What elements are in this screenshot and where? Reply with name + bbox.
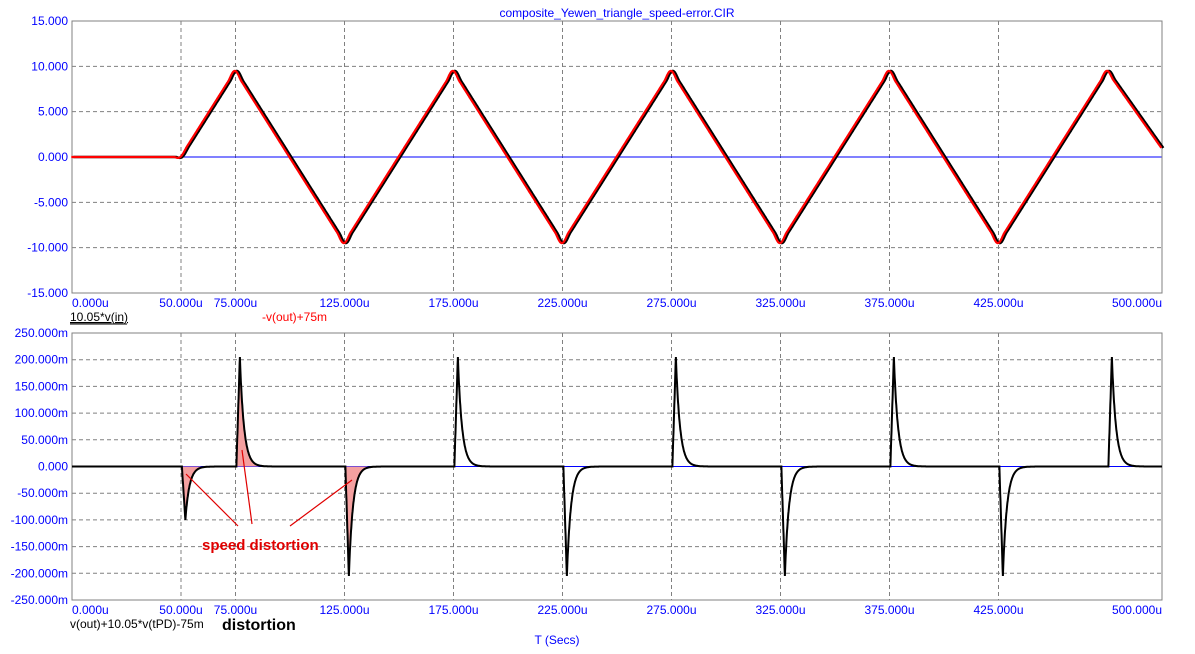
top-panel: 15.000 10.000 5.000 0.000 -5.000 -10.000 -15.0… [27, 14, 1165, 310]
top-x-tick-label: 275.000u [646, 296, 696, 310]
bottom-x-tick-label: 325.000u [755, 603, 805, 617]
bottom-y-tick-label: 150.000m [15, 379, 68, 393]
bottom-panel: 250.000m 200.000m 150.000m 100.000m 50.000m 0… [11, 326, 1163, 617]
top-y-tick-label: 15.000 [31, 14, 68, 28]
speed-distortion-label: speed distortion [202, 537, 319, 554]
legend-vin: 10.05*v(in) [70, 310, 128, 324]
bottom-y-tick-label: 50.000m [21, 433, 68, 447]
legend-vout: -v(out)+75m [262, 310, 327, 324]
top-y-tick-label: 10.000 [31, 59, 68, 73]
x-axis-label: T (Secs) [534, 633, 579, 647]
top-x-tick-label: 500.000u [1112, 296, 1162, 310]
bottom-y-tick-label: 100.000m [15, 406, 68, 420]
top-x-tick-label: 125.000u [319, 296, 369, 310]
legend-error: v(out)+10.05*v(tPD)-75m [70, 617, 204, 631]
bottom-y-tick-label: -250.000m [11, 593, 68, 607]
speed-distortion-annotation: speed distortion [185, 449, 353, 554]
top-x-tick-label: 50.000u [159, 296, 202, 310]
plot-title: composite_Yewen_triangle_speed-error.CIR [499, 6, 734, 20]
annotation-arrow-2 [241, 449, 253, 525]
top-y-tick-label: -10.000 [27, 241, 68, 255]
bottom-x-tick-label: 275.000u [646, 603, 696, 617]
bottom-x-tick-label: 125.000u [319, 603, 369, 617]
distortion-label: distortion [222, 617, 296, 634]
bottom-y-tick-label: -200.000m [11, 566, 68, 580]
bottom-y-tick-label: 0.000 [38, 460, 68, 474]
top-x-tick-label: 75.000u [214, 296, 257, 310]
top-x-tick-label: 325.000u [755, 296, 805, 310]
bottom-y-tick-label: -100.000m [11, 513, 68, 527]
annotation-arrow-3 [289, 479, 353, 527]
top-x-tick-label: 375.000u [864, 296, 914, 310]
bottom-x-tick-label: 375.000u [864, 603, 914, 617]
vin-trace [73, 69, 1165, 245]
bottom-x-tick-label: 175.000u [428, 603, 478, 617]
top-x-tick-label: 0.000u [72, 296, 109, 310]
top-x-tick-label: 425.000u [973, 296, 1023, 310]
bottom-x-tick-label: 50.000u [159, 603, 202, 617]
bottom-y-tick-label: -150.000m [11, 540, 68, 554]
bottom-y-tick-label: 200.000m [15, 353, 68, 367]
top-y-tick-label: 5.000 [38, 105, 68, 119]
bottom-x-tick-label: 425.000u [973, 603, 1023, 617]
top-x-tick-label: 175.000u [428, 296, 478, 310]
bottom-x-tick-label: 75.000u [214, 603, 257, 617]
bottom-x-tick-label: 500.000u [1112, 603, 1162, 617]
top-y-tick-label: -5.000 [34, 195, 68, 209]
bottom-y-tick-label: 250.000m [15, 326, 68, 340]
top-y-tick-label: 0.000 [38, 150, 68, 164]
bottom-x-tick-label: 225.000u [537, 603, 587, 617]
top-y-tick-label: -15.000 [27, 286, 68, 300]
bottom-y-tick-label: -50.000m [17, 486, 68, 500]
annotation-arrow-1 [185, 473, 239, 527]
vout-trace [71, 69, 1163, 245]
error-trace [72, 356, 1162, 577]
bottom-x-tick-label: 0.000u [72, 603, 109, 617]
top-x-tick-label: 225.000u [537, 296, 587, 310]
